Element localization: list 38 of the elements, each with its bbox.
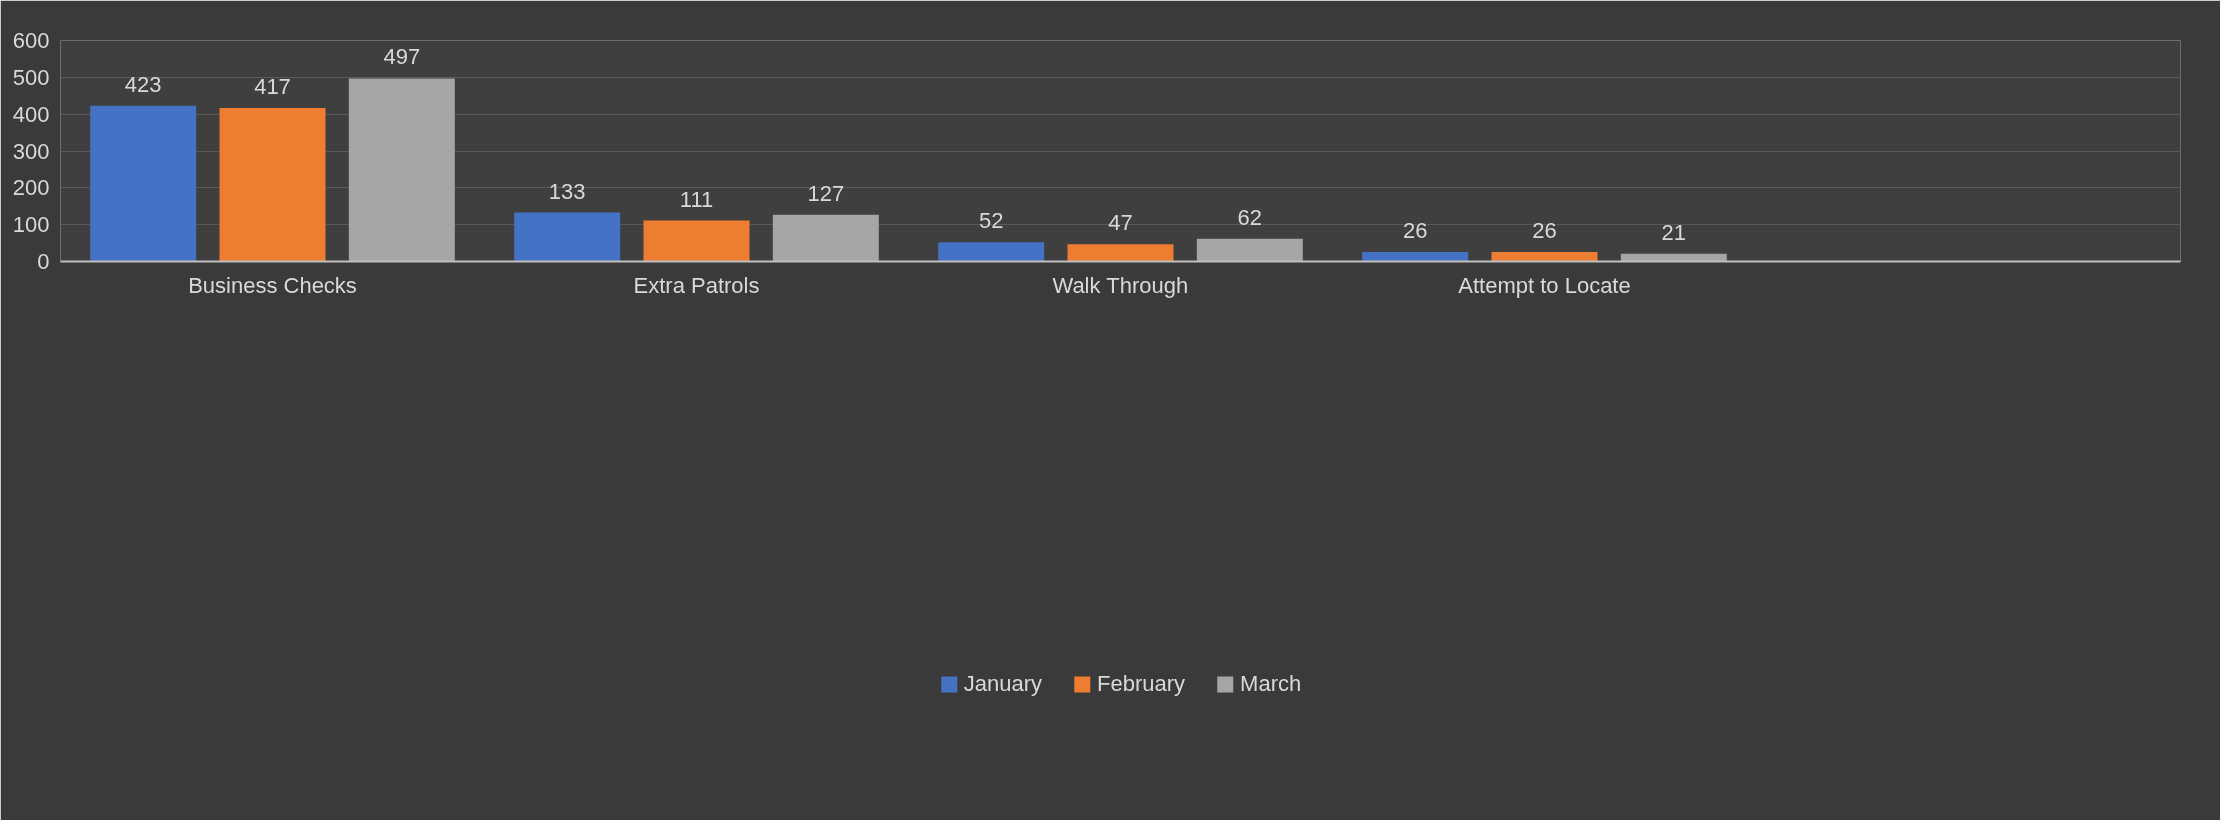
bar (1362, 251, 1469, 262)
bar (219, 107, 326, 262)
data-label: 423 (124, 71, 162, 97)
x-tick-label: Walk Through (1052, 272, 1189, 298)
y-tick-label: 100 (12, 212, 50, 238)
bar (348, 78, 455, 262)
legend-label: January (963, 670, 1043, 697)
x-tick-label: Business Checks (188, 272, 357, 298)
bar (772, 214, 879, 262)
data-label: 127 (807, 180, 845, 206)
legend-label: March (1240, 670, 1302, 697)
data-label: 26 (1532, 217, 1557, 243)
legend-label: February (1097, 670, 1186, 697)
y-tick-label: 0 (37, 249, 50, 274)
bar (90, 105, 197, 262)
data-label: 497 (383, 44, 421, 70)
x-tick-label: Attempt to Locate (1458, 272, 1631, 298)
data-label: 417 (254, 73, 291, 99)
bar (1196, 238, 1303, 262)
y-tick-label: 600 (12, 28, 50, 53)
data-label: 47 (1108, 210, 1133, 236)
data-label: 21 (1661, 219, 1687, 245)
data-label: 26 (1402, 217, 1428, 243)
y-tick-label: 200 (12, 175, 50, 201)
y-tick-label: 500 (12, 64, 50, 90)
bar (643, 220, 750, 262)
bar (938, 242, 1045, 262)
data-label: 62 (1237, 204, 1263, 230)
y-tick-label: 300 (12, 138, 50, 164)
y-tick-label: 400 (12, 101, 50, 127)
data-label: 133 (548, 178, 586, 204)
bar (1067, 244, 1174, 262)
data-label: 111 (679, 186, 714, 212)
bar (1620, 253, 1727, 262)
data-label: 52 (978, 208, 1004, 234)
bar (1491, 251, 1598, 262)
bar (514, 212, 621, 262)
x-tick-label: Extra Patrols (633, 272, 760, 298)
